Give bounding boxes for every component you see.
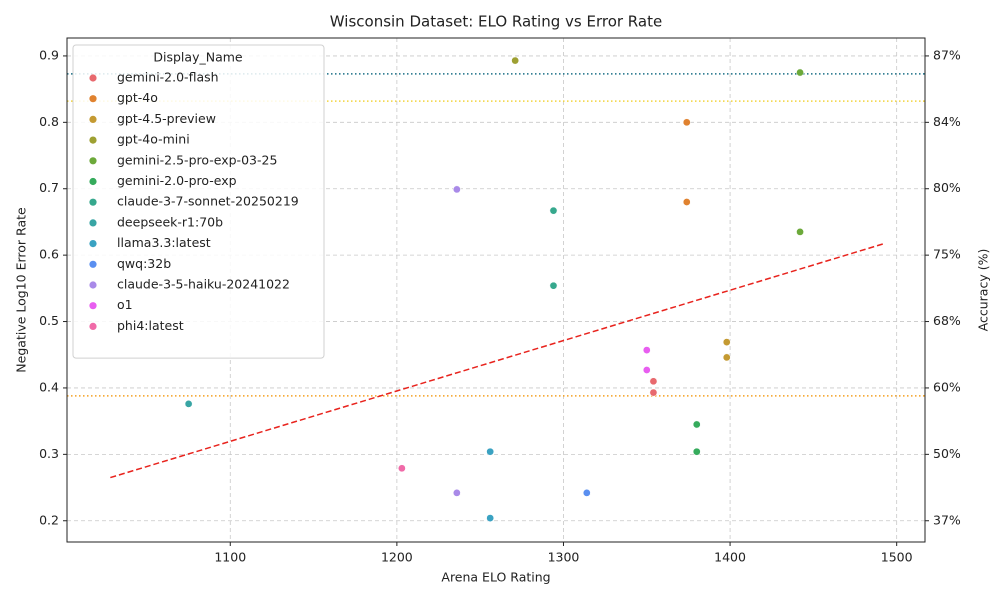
legend-marker xyxy=(89,260,97,268)
y-tick-label: 0.6 xyxy=(39,247,59,262)
x-tick-label: 1100 xyxy=(214,550,246,565)
x-axis-label: Arena ELO Rating xyxy=(441,570,550,585)
data-point xyxy=(549,281,558,290)
data-point xyxy=(582,489,591,497)
y-tick-label: 0.3 xyxy=(39,446,59,461)
y2-tick-label: 80% xyxy=(933,180,961,195)
data-point xyxy=(649,388,658,397)
y2-axis-label: Accuracy (%) xyxy=(976,249,991,332)
y-tick-label: 0.5 xyxy=(39,313,59,328)
legend-label: qwq:32b xyxy=(117,256,171,271)
y-tick-label: 0.9 xyxy=(39,47,59,62)
data-point xyxy=(682,198,691,206)
data-point xyxy=(398,464,406,473)
data-point xyxy=(682,118,691,127)
y2-tick-label: 84% xyxy=(933,114,961,129)
legend-marker xyxy=(89,240,97,248)
y-tick-label: 0.4 xyxy=(39,379,59,394)
legend-marker xyxy=(89,74,97,82)
chart-title: Wisconsin Dataset: ELO Rating vs Error R… xyxy=(330,13,662,31)
legend-label: deepseek-r1:70b xyxy=(117,214,223,229)
legend-label: gemini-2.5-pro-exp-03-25 xyxy=(117,152,277,167)
y-tick-label: 0.7 xyxy=(39,180,59,195)
legend-label: gemini-2.0-pro-exp xyxy=(117,173,237,188)
legend-marker xyxy=(89,136,97,144)
y2-tick-label: 37% xyxy=(933,512,961,527)
data-point xyxy=(642,366,651,374)
data-point xyxy=(722,353,731,362)
legend-marker xyxy=(89,157,97,165)
legend-label: phi4:latest xyxy=(117,318,184,333)
data-point xyxy=(511,56,520,65)
legend-title: Display_Name xyxy=(153,50,243,65)
legend-marker xyxy=(89,302,97,310)
legend-marker xyxy=(89,219,97,227)
data-point xyxy=(642,346,651,354)
data-point xyxy=(722,338,731,346)
y-axis-label: Negative Log10 Error Rate xyxy=(14,207,29,373)
y2-tick-label: 75% xyxy=(933,247,961,262)
data-point xyxy=(486,447,495,456)
data-point xyxy=(549,206,558,215)
x-tick-label: 1300 xyxy=(548,550,580,565)
legend-box xyxy=(72,44,325,359)
legend-label: o1 xyxy=(117,297,133,312)
data-point xyxy=(486,514,495,522)
x-tick-label: 1400 xyxy=(714,550,746,565)
data-point xyxy=(649,377,658,386)
legend-marker xyxy=(89,281,97,289)
legend-label: claude-3-5-haiku-20241022 xyxy=(117,277,290,292)
data-point xyxy=(692,447,701,456)
legend-marker xyxy=(89,115,97,123)
y-tick-label: 0.2 xyxy=(39,512,59,527)
data-point xyxy=(796,68,804,77)
data-point xyxy=(692,420,701,429)
legend-marker xyxy=(89,198,97,206)
y-tick-label: 0.8 xyxy=(39,114,59,129)
x-tick-label: 1500 xyxy=(881,550,913,565)
legend-label: gpt-4.5-preview xyxy=(117,111,216,126)
data-point xyxy=(184,400,193,408)
legend-marker xyxy=(89,177,97,186)
y2-tick-label: 68% xyxy=(933,313,961,328)
y2-tick-label: 50% xyxy=(933,446,961,461)
data-point xyxy=(452,185,461,194)
y2-tick-label: 87% xyxy=(933,47,961,62)
legend-label: gpt-4o-mini xyxy=(117,132,190,147)
legend-marker xyxy=(89,95,97,103)
legend-marker xyxy=(89,322,97,330)
plot-frame xyxy=(66,37,926,543)
x-tick-label: 1200 xyxy=(381,550,413,565)
legend-label: llama3.3:latest xyxy=(117,235,211,250)
y2-tick-label: 60% xyxy=(933,379,961,394)
legend-label: gemini-2.0-flash xyxy=(117,70,219,85)
data-point xyxy=(452,489,461,497)
data-point xyxy=(796,228,804,236)
legend-label: gpt-4o xyxy=(117,90,158,105)
legend-label: claude-3-7-sonnet-20250219 xyxy=(117,194,299,209)
